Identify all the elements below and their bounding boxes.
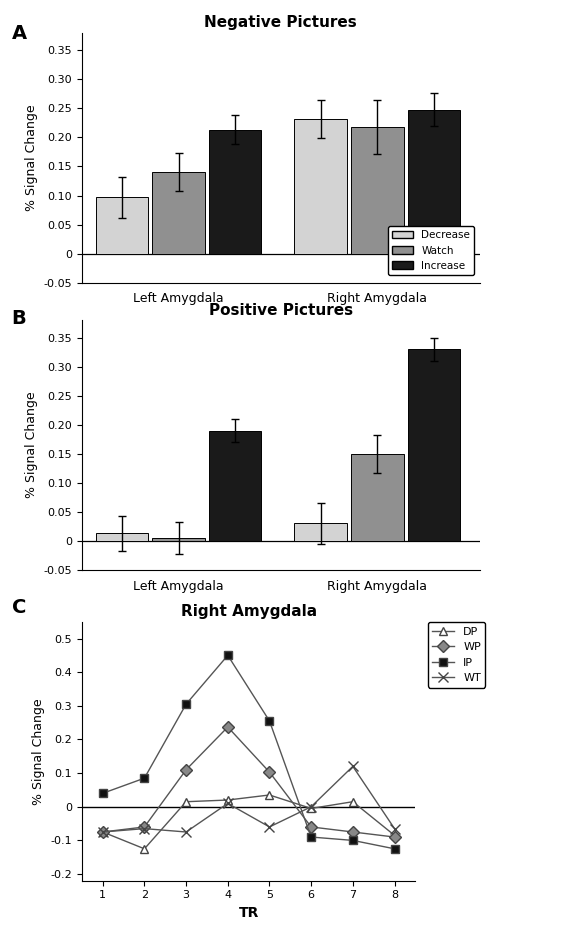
IP (391, 843, 398, 854)
IP (349, 835, 356, 846)
Bar (294, 524, 347, 541)
IP (224, 650, 231, 661)
Text: C: C (12, 598, 26, 617)
IP (308, 832, 315, 843)
Bar (351, 127, 404, 253)
WP (266, 767, 273, 778)
Bar (95, 197, 148, 253)
WT (391, 823, 398, 835)
Bar (95, 533, 148, 541)
WT (99, 826, 106, 837)
Bar (408, 349, 460, 541)
DP (308, 803, 315, 814)
WT (141, 823, 148, 835)
WP (391, 832, 398, 843)
WP (183, 764, 190, 775)
Bar (351, 454, 404, 541)
Bar (209, 430, 261, 541)
DP (99, 826, 106, 837)
Line: DP: DP (99, 791, 398, 853)
Bar (152, 172, 205, 253)
WP (349, 826, 356, 837)
DP (183, 796, 190, 807)
Text: A: A (12, 24, 27, 42)
Title: Right Amygdala: Right Amygdala (181, 604, 316, 619)
Y-axis label: % Signal Change: % Signal Change (25, 105, 38, 211)
Title: Negative Pictures: Negative Pictures (204, 15, 357, 30)
WP (224, 722, 231, 733)
WT (224, 798, 231, 809)
X-axis label: TR: TR (239, 906, 259, 920)
IP (141, 772, 148, 784)
Bar (152, 538, 205, 541)
DP (266, 789, 273, 801)
Bar (294, 119, 347, 253)
WT (266, 821, 273, 833)
Y-axis label: % Signal Change: % Signal Change (32, 698, 45, 804)
Title: Positive Pictures: Positive Pictures (209, 302, 353, 317)
Line: WP: WP (99, 723, 398, 841)
IP (266, 715, 273, 726)
DP (224, 794, 231, 805)
Text: B: B (12, 309, 26, 328)
WT (308, 801, 315, 812)
Line: WT: WT (98, 761, 400, 836)
IP (183, 699, 190, 710)
Bar (209, 130, 261, 253)
DP (391, 830, 398, 841)
Line: IP: IP (99, 651, 398, 853)
WP (141, 821, 148, 833)
IP (99, 788, 106, 799)
Legend: DP, WP, IP, WT: DP, WP, IP, WT (428, 622, 486, 688)
Bar (408, 109, 460, 253)
WT (349, 761, 356, 772)
DP (141, 843, 148, 854)
Legend: Decrease, Watch, Increase: Decrease, Watch, Increase (388, 226, 474, 275)
WP (308, 821, 315, 833)
WP (99, 826, 106, 837)
DP (349, 796, 356, 807)
WT (183, 826, 190, 837)
Y-axis label: % Signal Change: % Signal Change (25, 392, 38, 498)
